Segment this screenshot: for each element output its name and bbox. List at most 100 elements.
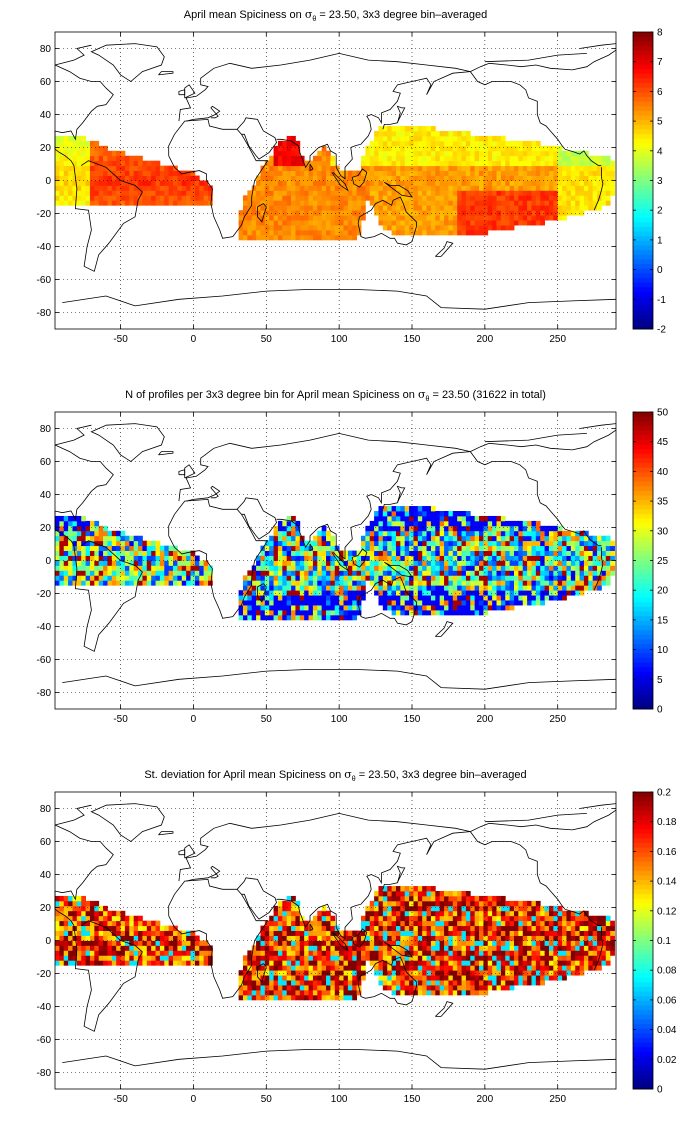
data-bin (260, 190, 266, 196)
data-bin (374, 535, 379, 542)
data-bin (439, 511, 445, 517)
data-bin (89, 580, 95, 586)
data-bin (334, 965, 340, 971)
data-bin (448, 600, 454, 606)
data-bin (133, 200, 139, 206)
data-bin (330, 545, 336, 551)
data-bin (601, 550, 607, 556)
data-bin (334, 575, 340, 581)
data-bin (518, 180, 524, 186)
data-bin (138, 195, 143, 201)
data-bin (527, 220, 532, 226)
data-bin (273, 965, 279, 971)
data-bin (557, 525, 563, 532)
data-bin (400, 610, 406, 616)
data-bin (151, 940, 156, 946)
data-bin (312, 155, 318, 162)
data-bin (181, 190, 187, 196)
data-bin (500, 600, 506, 606)
data-bin (159, 180, 165, 186)
data-bin (461, 170, 467, 176)
data-bin (107, 180, 113, 186)
data-bin (256, 990, 261, 996)
data-bin (444, 590, 449, 596)
data-bin (597, 155, 602, 162)
data-bin (295, 535, 301, 542)
data-bin (382, 555, 388, 561)
data-bin (527, 540, 532, 547)
data-bin (308, 990, 314, 996)
data-bin (129, 945, 135, 951)
data-bin (334, 555, 340, 561)
data-bin (72, 525, 78, 532)
data-bin (382, 210, 388, 216)
data-bin (426, 180, 432, 186)
data-bin (374, 140, 379, 147)
data-bin (247, 990, 253, 996)
data-bin (343, 600, 349, 606)
data-bin (330, 950, 336, 956)
data-bin (374, 511, 379, 517)
data-bin (326, 950, 331, 956)
data-bin (133, 930, 139, 936)
spiciness-map-panel: April mean Spiciness on σθ = 23.50, 3x3 … (0, 0, 696, 380)
data-bin (116, 550, 121, 556)
data-bin (116, 195, 121, 201)
data-bin (479, 560, 484, 566)
data-bin (129, 925, 135, 931)
data-bin (352, 985, 358, 991)
data-bin (321, 560, 327, 566)
data-bin (487, 530, 493, 537)
data-bin (588, 560, 594, 566)
data-bin (426, 205, 432, 211)
data-bin (605, 195, 611, 201)
data-bin (264, 585, 270, 591)
data-bin (81, 185, 86, 191)
data-bin (194, 575, 200, 581)
data-bin (286, 555, 292, 561)
data-bin (107, 540, 113, 547)
data-bin (382, 150, 388, 157)
data-bin (435, 195, 441, 201)
data-bin (326, 550, 331, 556)
data-bin (374, 575, 379, 581)
data-bin (273, 560, 279, 566)
data-bin (487, 210, 493, 216)
data-bin (304, 185, 309, 191)
title-subscript: θ (312, 16, 316, 23)
data-bin (68, 185, 73, 191)
data-bin (347, 575, 353, 581)
data-bin (430, 160, 436, 167)
data-bin (89, 140, 95, 147)
data-bin (361, 165, 366, 171)
data-bin (448, 590, 454, 596)
data-bin (76, 560, 82, 566)
data-bin (474, 550, 480, 556)
data-bin (522, 560, 528, 566)
data-bin (68, 135, 73, 142)
data-bin (487, 170, 493, 176)
data-bin (452, 140, 458, 147)
coastline (470, 49, 617, 72)
data-bin (89, 165, 95, 171)
data-bin (98, 170, 104, 176)
data-bin (417, 585, 423, 591)
data-bin (286, 925, 292, 931)
data-bin (273, 610, 279, 616)
data-bin (295, 605, 301, 611)
data-bin (404, 535, 410, 542)
data-bin (291, 895, 296, 902)
data-bin (124, 200, 130, 206)
data-bin (72, 190, 78, 196)
data-bin (570, 175, 576, 181)
data-bin (68, 575, 73, 581)
data-bin (435, 155, 441, 162)
data-bin (356, 990, 362, 996)
data-bin (374, 525, 379, 532)
data-bin (194, 200, 200, 206)
data-bin (291, 545, 296, 551)
data-bin (435, 160, 441, 167)
data-bin (505, 210, 511, 216)
data-bin (120, 945, 126, 951)
data-bin (339, 950, 344, 956)
